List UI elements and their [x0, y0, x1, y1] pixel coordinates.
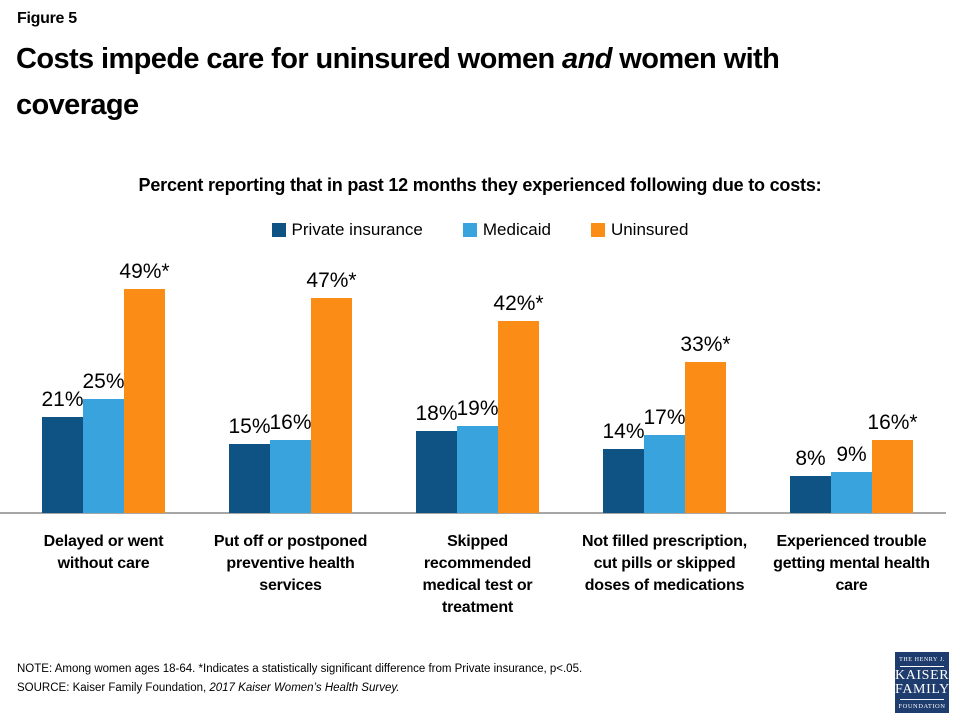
footer-note: NOTE: Among women ages 18-64. *Indicates…: [17, 660, 717, 698]
page-title: Costs impede care for uninsured women an…: [16, 36, 948, 128]
note-line: NOTE: Among women ages 18-64. *Indicates…: [17, 663, 583, 675]
bar-private-insurance-3: [603, 449, 644, 513]
title-line2: coverage: [16, 89, 139, 121]
legend-swatch-uninsured: [590, 223, 605, 237]
bar-uninsured-3: [685, 362, 726, 513]
source-line: SOURCE: Kaiser Family Foundation, 2017 K…: [17, 679, 717, 698]
bar-medicaid-4: [831, 472, 872, 513]
bar-value-label-uninsured-2: 42%*: [493, 292, 544, 315]
kff-logo: THE HENRY J. KAISER FAMILY FOUNDATION: [895, 652, 949, 713]
bar-value-label-private-insurance-3: 14%: [602, 420, 645, 443]
bar-value-label-medicaid-0: 25%: [82, 370, 125, 393]
logo-line-the-henry-j: THE HENRY J.: [899, 657, 945, 663]
x-axis-line: [0, 512, 946, 514]
bar-uninsured-4: [872, 440, 913, 513]
bar-medicaid-3: [644, 435, 685, 513]
category-label-2: Skipped recommended medical test or trea…: [422, 533, 533, 616]
logo-line-family: FAMILY: [895, 682, 950, 697]
bar-value-label-private-insurance-2: 18%: [415, 402, 458, 425]
category-labels: Delayed or went without care Put off or p…: [0, 531, 960, 641]
bar-value-label-medicaid-4: 9%: [836, 443, 867, 466]
bar-value-label-uninsured-0: 49%*: [119, 260, 170, 283]
category-label-4: Experienced trouble getting mental healt…: [773, 533, 930, 594]
legend-swatch-medicaid: [462, 223, 477, 237]
logo-divider-top: [900, 666, 944, 667]
bar-uninsured-0: [124, 289, 165, 513]
source-prefix: SOURCE: Kaiser Family Foundation,: [17, 682, 210, 694]
category-label-1: Put off or postponed preventive health s…: [213, 533, 368, 594]
legend-item-private-insurance: Private insurance: [271, 220, 423, 240]
legend-swatch-private-insurance: [271, 223, 286, 237]
chart-subtitle: Percent reporting that in past 12 months…: [138, 175, 822, 195]
category-label-0: Delayed or went without care: [43, 533, 164, 572]
logo-divider-bottom: [900, 699, 944, 700]
bar-value-label-private-insurance-4: 8%: [795, 447, 826, 470]
bar-value-label-uninsured-4: 16%*: [867, 411, 918, 434]
category-label-3: Not filled prescription, cut pills or sk…: [582, 533, 747, 594]
logo-line-kaiser: KAISER: [895, 668, 950, 683]
legend-label-medicaid: Medicaid: [482, 220, 551, 239]
bar-private-insurance-4: [790, 476, 831, 513]
legend-label-private-insurance: Private insurance: [291, 220, 423, 239]
legend-item-medicaid: Medicaid: [462, 220, 551, 240]
bar-value-label-uninsured-3: 33%*: [680, 333, 731, 356]
title-line1-post: women with: [611, 43, 780, 75]
bar-value-label-medicaid-3: 17%: [643, 406, 686, 429]
bar-value-label-medicaid-2: 19%: [456, 397, 499, 420]
legend-label-uninsured: Uninsured: [610, 220, 689, 239]
logo-line-foundation: FOUNDATION: [898, 703, 946, 710]
bar-value-label-uninsured-1: 47%*: [306, 269, 357, 292]
title-italic-and: and: [562, 43, 612, 75]
bar-chart: 21% 25% 49%* 15% 16% 47%* 18% 19% 42%* 14% 17% 33%*…: [0, 248, 960, 514]
chart-legend: Private insurance Medicaid Uninsured: [0, 220, 960, 240]
bar-value-label-private-insurance-1: 15%: [228, 415, 271, 438]
figure-label: Figure 5: [17, 10, 77, 27]
bar-medicaid-1: [270, 440, 311, 513]
title-line1-pre: Costs impede care for uninsured women: [16, 43, 563, 75]
bar-private-insurance-1: [229, 444, 270, 513]
bar-value-label-private-insurance-0: 21%: [41, 388, 84, 411]
bar-medicaid-0: [83, 399, 124, 513]
source-survey-title: 2017 Kaiser Women’s Health Survey.: [209, 682, 400, 694]
bar-private-insurance-2: [416, 431, 457, 513]
bar-medicaid-2: [457, 426, 498, 513]
bar-uninsured-2: [498, 321, 539, 513]
legend-item-uninsured: Uninsured: [590, 220, 689, 240]
bar-private-insurance-0: [42, 417, 83, 513]
bar-uninsured-1: [311, 298, 352, 513]
bar-value-label-medicaid-1: 16%: [269, 411, 312, 434]
